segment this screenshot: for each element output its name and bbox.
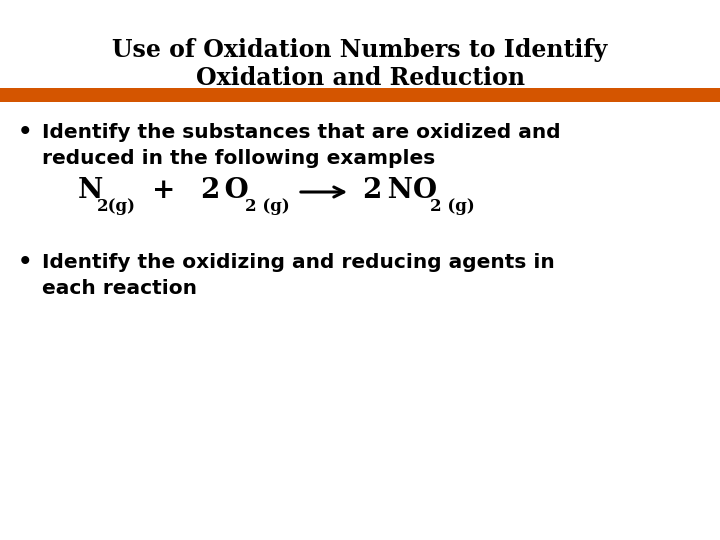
Text: 2 (g): 2 (g)	[430, 198, 474, 215]
Text: NO: NO	[378, 177, 437, 204]
Text: Use of Oxidation Numbers to Identify: Use of Oxidation Numbers to Identify	[112, 38, 608, 62]
Text: Oxidation and Reduction: Oxidation and Reduction	[196, 66, 524, 90]
Text: N: N	[78, 177, 104, 204]
Text: each reaction: each reaction	[42, 279, 197, 298]
Text: 2(g): 2(g)	[97, 198, 136, 215]
Text: reduced in the following examples: reduced in the following examples	[42, 148, 436, 167]
Text: 2 (g): 2 (g)	[245, 198, 289, 215]
Text: •: •	[18, 120, 32, 144]
Text: 2: 2	[200, 177, 220, 204]
Text: •: •	[18, 251, 32, 273]
Text: Identify the substances that are oxidized and: Identify the substances that are oxidize…	[42, 123, 561, 141]
Text: O: O	[215, 177, 248, 204]
Text: +: +	[152, 177, 176, 204]
Text: Identify the oxidizing and reducing agents in: Identify the oxidizing and reducing agen…	[42, 253, 554, 272]
Text: 2: 2	[362, 177, 382, 204]
Bar	[0, 88, 720, 102]
